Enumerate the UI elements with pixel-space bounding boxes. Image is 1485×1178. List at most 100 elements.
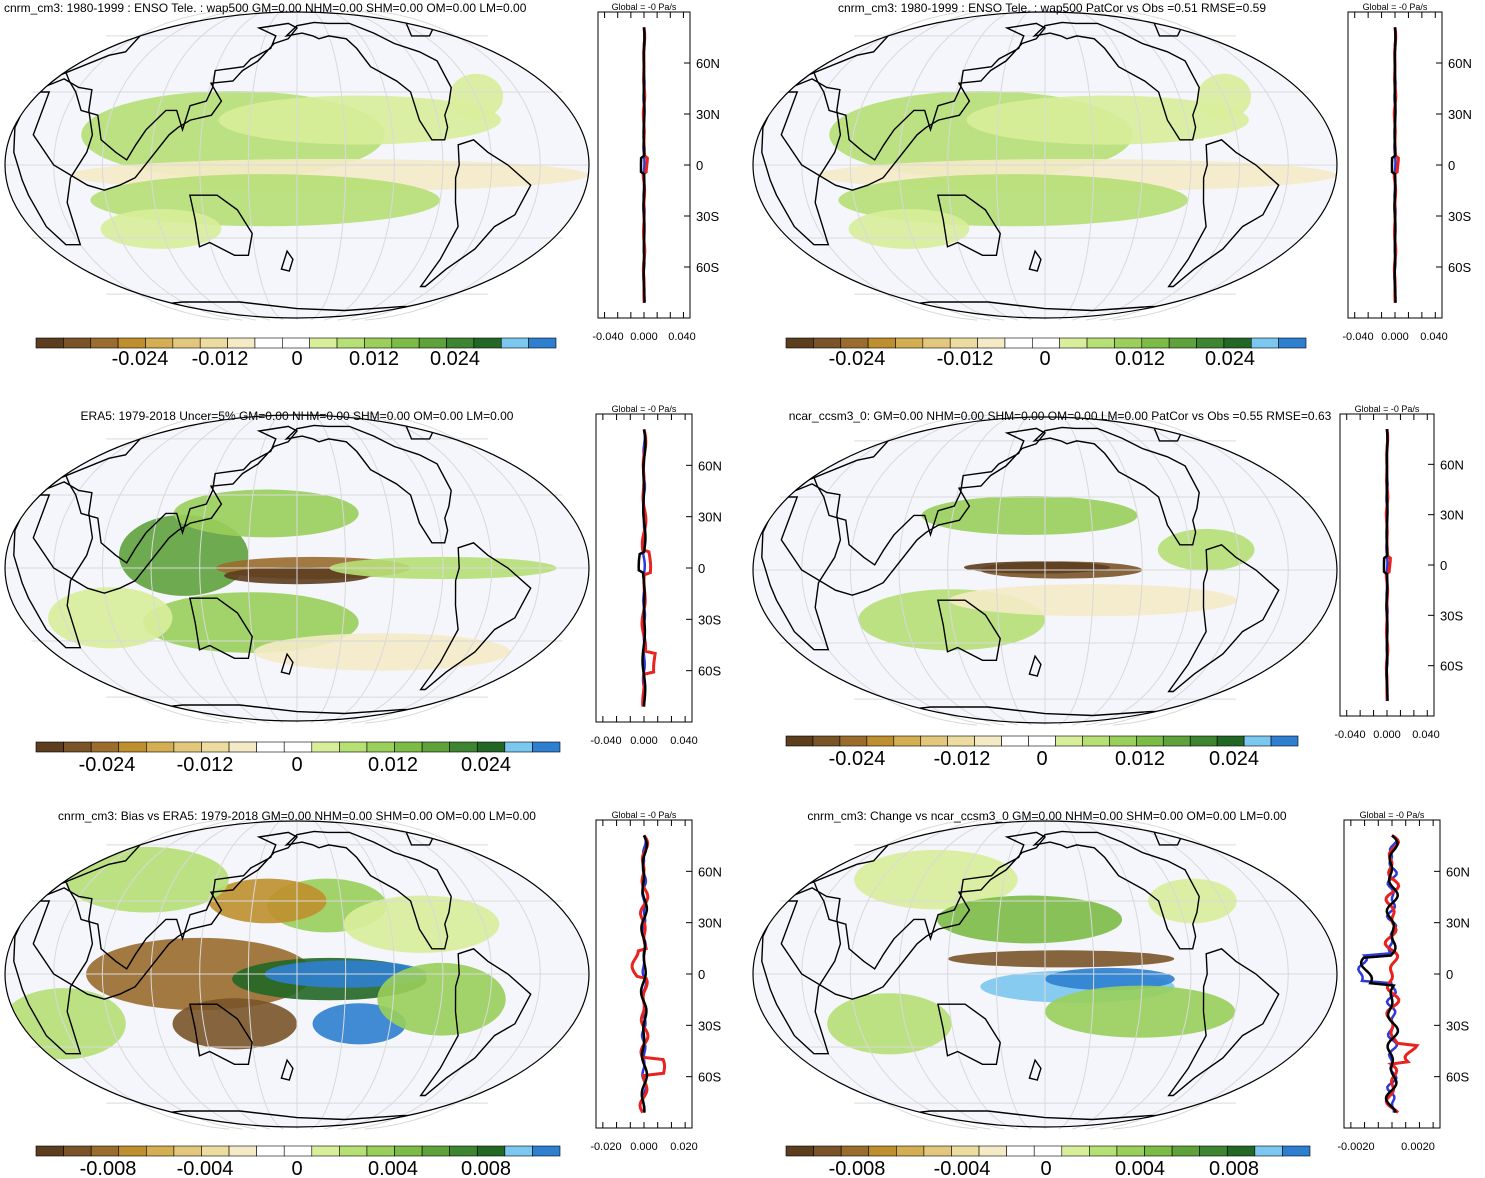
colorbar-swatch — [1162, 735, 1191, 747]
coastline-asia — [780, 425, 1047, 596]
colorbar-swatch — [311, 741, 340, 753]
colorbar-swatch — [311, 1145, 340, 1157]
coastline-nz — [1028, 1058, 1042, 1081]
colorbar-swatch — [1006, 1145, 1035, 1157]
colorbar-swatch — [1109, 735, 1137, 747]
colorbar-swatch — [256, 741, 285, 753]
colorbar-swatch — [500, 337, 529, 349]
colorbar-tick-label: -0.012 — [177, 754, 234, 776]
colorbar-swatch — [1136, 735, 1164, 747]
map-shaded-region — [218, 95, 501, 145]
coastline-antarctica — [887, 301, 1203, 318]
profile-x-tick-label: 0.020 — [670, 1141, 698, 1153]
map-graticule — [753, 818, 1337, 1130]
coastline-namerica — [284, 830, 452, 950]
coastline-australia — [189, 194, 253, 256]
panel-title: ncar_ccsm3_0: GM=0.00 NHM=0.00 SHM=0.00 … — [789, 409, 1332, 423]
colorbar-swatch — [421, 1145, 450, 1157]
colorbar-3: -0.024 -0.012 0 0.012 0.024 — [35, 741, 561, 776]
colorbar-swatch — [949, 337, 978, 349]
colorbar-tick-label: 0 — [291, 754, 302, 776]
coastline-australia — [937, 1003, 1001, 1065]
colorbar-tick-label: 0 — [1040, 1158, 1051, 1178]
profile-line-black — [1382, 429, 1389, 701]
map-field — [827, 849, 1237, 1055]
zonal-profile-2: Global = -0 Pa/s 60N 30N 0 30S 60S -0.040 0.000… — [1342, 2, 1471, 343]
coastline-asia — [780, 20, 1047, 191]
profile-lat-label: 60S — [698, 1070, 721, 1085]
colorbar-swatch — [228, 741, 257, 753]
coastline-australia — [189, 597, 253, 659]
panel-title: cnrm_cm3: 1980-1999 : ENSO Tele. : wap50… — [838, 1, 1266, 15]
colorbar-swatch — [473, 337, 502, 349]
profile-lat-label: 30N — [698, 916, 722, 931]
colorbar-swatch — [309, 337, 338, 349]
map-field — [48, 489, 557, 671]
coastline-namerica — [1032, 21, 1200, 141]
coastline-australia — [189, 1003, 253, 1065]
panel-title: cnrm_cm3: 1980-1999 : ENSO Tele. : wap50… — [4, 1, 527, 15]
colorbar-swatch — [951, 1145, 980, 1157]
profile-x-tick-label: -0.0020 — [1337, 1141, 1374, 1153]
colorbar-swatch — [90, 1145, 120, 1157]
map-shaded-region — [827, 993, 952, 1055]
profile-lat-label: 0 — [698, 967, 705, 982]
colorbar-swatch — [1254, 1145, 1283, 1157]
colorbar-swatch — [1282, 1145, 1311, 1157]
colorbar-swatch — [118, 741, 147, 753]
profile-lat-label: 60S — [1440, 659, 1463, 674]
profile-lat-label: 60N — [696, 56, 720, 71]
colorbar-swatch — [339, 1145, 368, 1157]
colorbar-tick-label: 0.024 — [1205, 348, 1255, 370]
colorbar-swatch — [974, 735, 1002, 747]
coastline-australia — [937, 599, 1001, 661]
colorbar-5: -0.008 -0.004 0 0.004 0.008 — [35, 1145, 561, 1178]
panel-title: cnrm_cm3: Bias vs ERA5: 1979-2018 GM=0.0… — [58, 809, 536, 823]
colorbar-swatch — [1216, 735, 1245, 747]
colorbar-swatch — [282, 337, 310, 349]
profile-x-tick-label: 0.040 — [668, 331, 696, 343]
colorbar-1: -0.024 -0.012 0 0.012 0.024 — [35, 337, 557, 370]
colorbar-tick-label: -0.012 — [934, 748, 991, 770]
colorbar-tick-label: 0.012 — [349, 348, 399, 370]
profile-line-black — [637, 429, 647, 707]
coastline-asia — [780, 829, 1047, 1000]
colorbar-swatch — [364, 337, 393, 349]
colorbar-swatch — [199, 337, 228, 349]
profile-lat-label: 0 — [1448, 158, 1455, 173]
colorbar-tick-label: -0.012 — [192, 348, 249, 370]
colorbar-swatch — [336, 337, 365, 349]
coastline-africa — [761, 78, 842, 246]
colorbar-tick-label: -0.024 — [79, 754, 136, 776]
colorbar-tick-label: 0.012 — [368, 754, 418, 776]
profile-lat-label: 60S — [1446, 1070, 1469, 1085]
coastline-samerica — [1167, 948, 1280, 1097]
colorbar-swatch — [476, 1145, 506, 1157]
colorbar-swatch — [228, 1145, 257, 1157]
colorbar-swatch — [867, 337, 896, 349]
profile-lat-label: 0 — [696, 158, 703, 173]
profile-x-tick-label: 0.040 — [1420, 331, 1448, 343]
coastline-samerica — [419, 542, 532, 691]
coastline-antarctica — [887, 1110, 1203, 1127]
zonal-profile-3: Global = -0 Pa/s 60N 30N 0 30S 60S -0.040 0.000… — [590, 404, 721, 747]
profile-lat-label: 60S — [698, 664, 721, 679]
colorbar-tick-label: -0.008 — [829, 1158, 886, 1178]
map-shaded-region — [343, 895, 500, 953]
map-graticule — [753, 9, 1337, 321]
profile-line-black — [1359, 834, 1400, 1114]
profile-header: Global = -0 Pa/s — [1360, 810, 1425, 820]
coastline-africa — [13, 481, 94, 649]
profile-line-red — [630, 834, 667, 1114]
colorbar-swatch — [813, 1145, 842, 1157]
colorbar-swatch — [1168, 337, 1197, 349]
coastline-antarctica — [139, 704, 455, 721]
colorbar-swatch — [528, 337, 557, 349]
colorbar-tick-label: 0.024 — [1209, 748, 1259, 770]
colorbar-swatch — [146, 741, 175, 753]
profile-x-tick-label: 0.000 — [1381, 331, 1409, 343]
coastline-asia — [32, 829, 299, 1000]
colorbar-swatch — [201, 1145, 230, 1157]
colorbar-tick-label: -0.004 — [177, 1158, 234, 1178]
colorbar-tick-label: 0 — [1036, 748, 1047, 770]
